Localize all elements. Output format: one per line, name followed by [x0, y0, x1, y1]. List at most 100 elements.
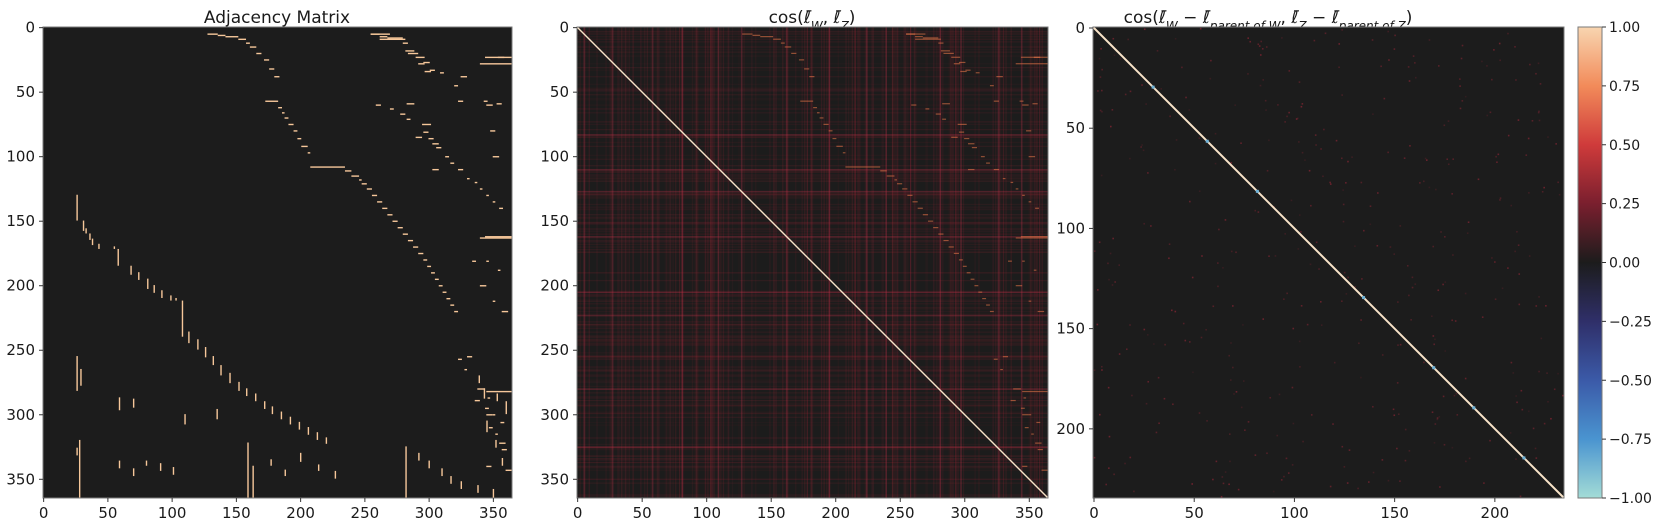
- similarity-stripe: [909, 27, 912, 498]
- adjacency-cell-run: [98, 243, 100, 249]
- similarity-stripe: [577, 321, 1048, 323]
- similarity-stripe: [577, 177, 1048, 180]
- similarity-stripe: [577, 392, 1048, 394]
- similarity-stripe: [713, 27, 716, 498]
- similarity-stripe: [804, 27, 806, 498]
- similarity-stripe: [579, 27, 581, 498]
- sparse-cell: [1393, 253, 1395, 255]
- adjacency-cell-run: [483, 388, 486, 399]
- similarity-stripe: [775, 27, 778, 498]
- sparse-cell: [1319, 301, 1322, 303]
- sparse-cell: [1125, 348, 1128, 351]
- similarity-stripe: [720, 27, 722, 498]
- sparse-cell: [1411, 276, 1414, 279]
- adjacency-cell-run: [407, 52, 419, 55]
- similarity-stripe: [577, 251, 1048, 253]
- similarity-stripe: [577, 340, 1048, 342]
- similarity-highlight: [800, 100, 814, 102]
- similarity-stripe: [588, 27, 590, 498]
- sparse-cell: [1141, 144, 1143, 146]
- similarity-stripe: [707, 27, 709, 498]
- similarity-stripe: [577, 46, 1048, 48]
- similarity-highlight: [1015, 188, 1019, 190]
- adjacency-cell-run: [249, 46, 257, 48]
- sparse-cell: [1234, 104, 1236, 106]
- sparse-cell: [1283, 298, 1285, 300]
- sparse-cell: [1153, 343, 1155, 345]
- similarity-stripe: [577, 193, 1048, 195]
- similarity-highlight: [886, 175, 895, 177]
- diagonal-line: [1092, 26, 1565, 499]
- similarity-stripe: [577, 469, 1048, 471]
- adjacency-cell-run: [486, 420, 488, 433]
- similarity-stripe: [577, 354, 1048, 357]
- sparse-cell: [1486, 65, 1488, 67]
- sparse-cell: [1517, 244, 1520, 247]
- x-tick-label: 150: [222, 504, 251, 522]
- similarity-highlight: [1022, 104, 1029, 106]
- y-ticks-cosine: 0 50 100 150 200 250 300 350: [540, 19, 577, 488]
- similarity-band-col: [997, 27, 1000, 498]
- sparse-cell: [1127, 38, 1129, 41]
- similarity-stripe: [909, 27, 912, 498]
- sparse-cell: [1481, 60, 1483, 63]
- adjacency-cell-run: [225, 36, 239, 38]
- sparse-cell: [1222, 267, 1224, 269]
- similarity-highlight: [1024, 427, 1029, 429]
- sparse-cell: [1408, 80, 1411, 82]
- similarity-stripe: [957, 27, 959, 498]
- similarity-stripe: [577, 171, 1048, 173]
- y-tick-label: 250: [540, 341, 569, 359]
- similarity-band-col: [786, 27, 788, 498]
- sparse-cell: [1242, 380, 1245, 382]
- similarity-stripe: [577, 421, 1048, 424]
- similarity-stripe: [1010, 27, 1012, 498]
- sparse-cell: [1388, 59, 1390, 61]
- similarity-band-col: [740, 27, 743, 498]
- adjacency-cell-run: [477, 485, 479, 493]
- sparse-cell: [1100, 174, 1103, 177]
- similarity-highlight: [1020, 236, 1048, 238]
- adjacency-cell-run: [434, 278, 439, 281]
- similarity-stripe: [858, 27, 860, 498]
- diagonal-blue-cell: [1432, 366, 1436, 370]
- adjacency-cell-run: [280, 411, 283, 420]
- similarity-stripe: [577, 206, 1048, 208]
- similarity-stripe: [605, 27, 607, 498]
- sparse-cell: [1292, 327, 1295, 330]
- similarity-stripe: [657, 27, 659, 498]
- sparse-cell: [1501, 287, 1504, 290]
- x-tick-label: 100: [1280, 504, 1309, 522]
- adjacency-cell-run: [500, 421, 505, 424]
- sparse-cell: [1369, 223, 1372, 226]
- adjacency-cell-run: [450, 162, 455, 164]
- adjacency-cell-run: [418, 452, 420, 461]
- sparse-cell: [1249, 40, 1252, 43]
- y-ticks-parent-diff: 0 50 100 150 200: [1056, 19, 1093, 438]
- sparse-cell: [1519, 495, 1522, 498]
- sparse-cell: [1381, 459, 1384, 461]
- adjacency-cell-run: [207, 33, 218, 35]
- similarity-band-col: [651, 27, 654, 498]
- sparse-cell: [1347, 276, 1349, 279]
- similarity-stripe: [722, 27, 725, 498]
- x-ticks-cosine: 0 50 100 150 200 250 300 350: [573, 498, 1044, 522]
- adjacency-cell-run: [428, 460, 430, 469]
- y-tick-label: 100: [6, 148, 35, 166]
- sparse-cell: [1100, 47, 1102, 50]
- similarity-stripe: [577, 67, 1048, 69]
- similarity-highlight: [1028, 156, 1036, 158]
- sparse-cell: [1199, 27, 1202, 30]
- adjacency-cell-run: [265, 100, 279, 102]
- adjacency-cell-run: [212, 356, 215, 366]
- similarity-stripe: [577, 180, 1048, 182]
- sparse-cell: [1442, 283, 1444, 286]
- sparse-cell: [1099, 76, 1102, 78]
- adjacency-cell-run: [422, 123, 432, 126]
- sparse-cell: [1345, 181, 1347, 184]
- sparse-cell: [1235, 251, 1237, 254]
- similarity-band-col: [885, 27, 888, 498]
- similarity-stripe: [926, 27, 929, 498]
- adjacency-cell-run: [379, 38, 406, 41]
- sparse-cell: [1283, 475, 1285, 478]
